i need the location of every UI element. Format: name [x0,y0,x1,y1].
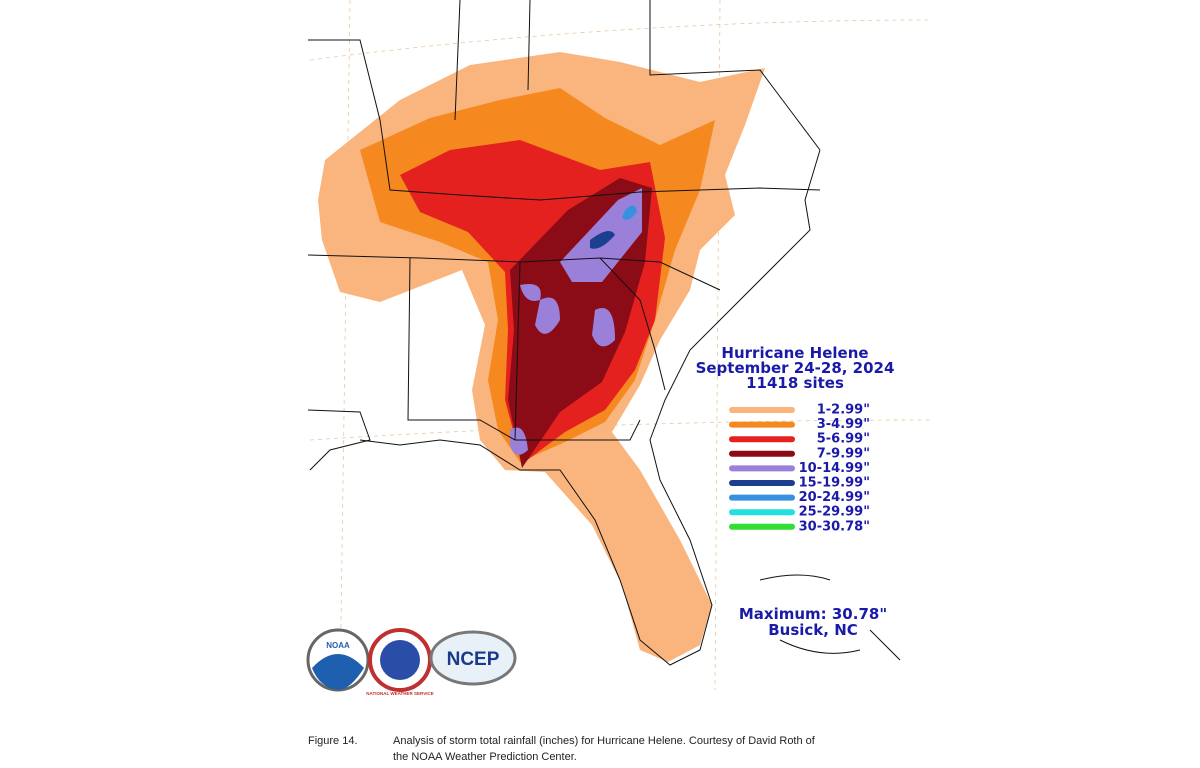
title-line: 11418 sites [746,374,844,392]
rainfall-areas [318,52,765,662]
caption-line: Analysis of storm total rainfall (inches… [393,735,816,747]
rain-15-20 [590,231,615,249]
legend-label: 10-14.99" [799,461,870,476]
title-line: September 24-28, 2024 [696,359,895,377]
legend-label: 5-6.99" [817,432,870,447]
rain-20-25 [622,205,637,220]
caption-line: the NOAA Weather Prediction Center. [393,751,577,763]
ncep-logo [429,630,517,686]
state-lines [307,0,901,666]
title-line: Hurricane Helene [721,344,868,362]
maximum-location: Busick, NC [768,621,858,639]
logos: NOAA NATIONAL WEATHER SERVICE NCEP [306,628,517,696]
noaa-label: NOAA [326,641,350,650]
legend-label: 3-4.99" [817,417,870,432]
legend-label: 20-24.99" [799,490,870,505]
ncep-label: NCEP [447,649,500,670]
legend-label: 7-9.99" [817,446,870,461]
maximum: Maximum: 30.78" [739,605,887,623]
caption-label: Figure 14. [308,735,358,747]
nws-inner [380,640,420,680]
rain-10-15 [510,188,642,455]
legend-label: 1-2.99" [817,403,870,418]
legend-label: 25-29.99" [799,505,870,520]
legend: 1-2.99"3-4.99"5-6.99"7-9.99"10-14.99"15-… [729,403,870,534]
legend-label: 15-19.99" [799,476,870,491]
nws-label: NATIONAL WEATHER SERVICE [366,691,433,696]
noaa-wave [312,654,364,690]
legend-label: 30-30.78" [799,519,870,534]
